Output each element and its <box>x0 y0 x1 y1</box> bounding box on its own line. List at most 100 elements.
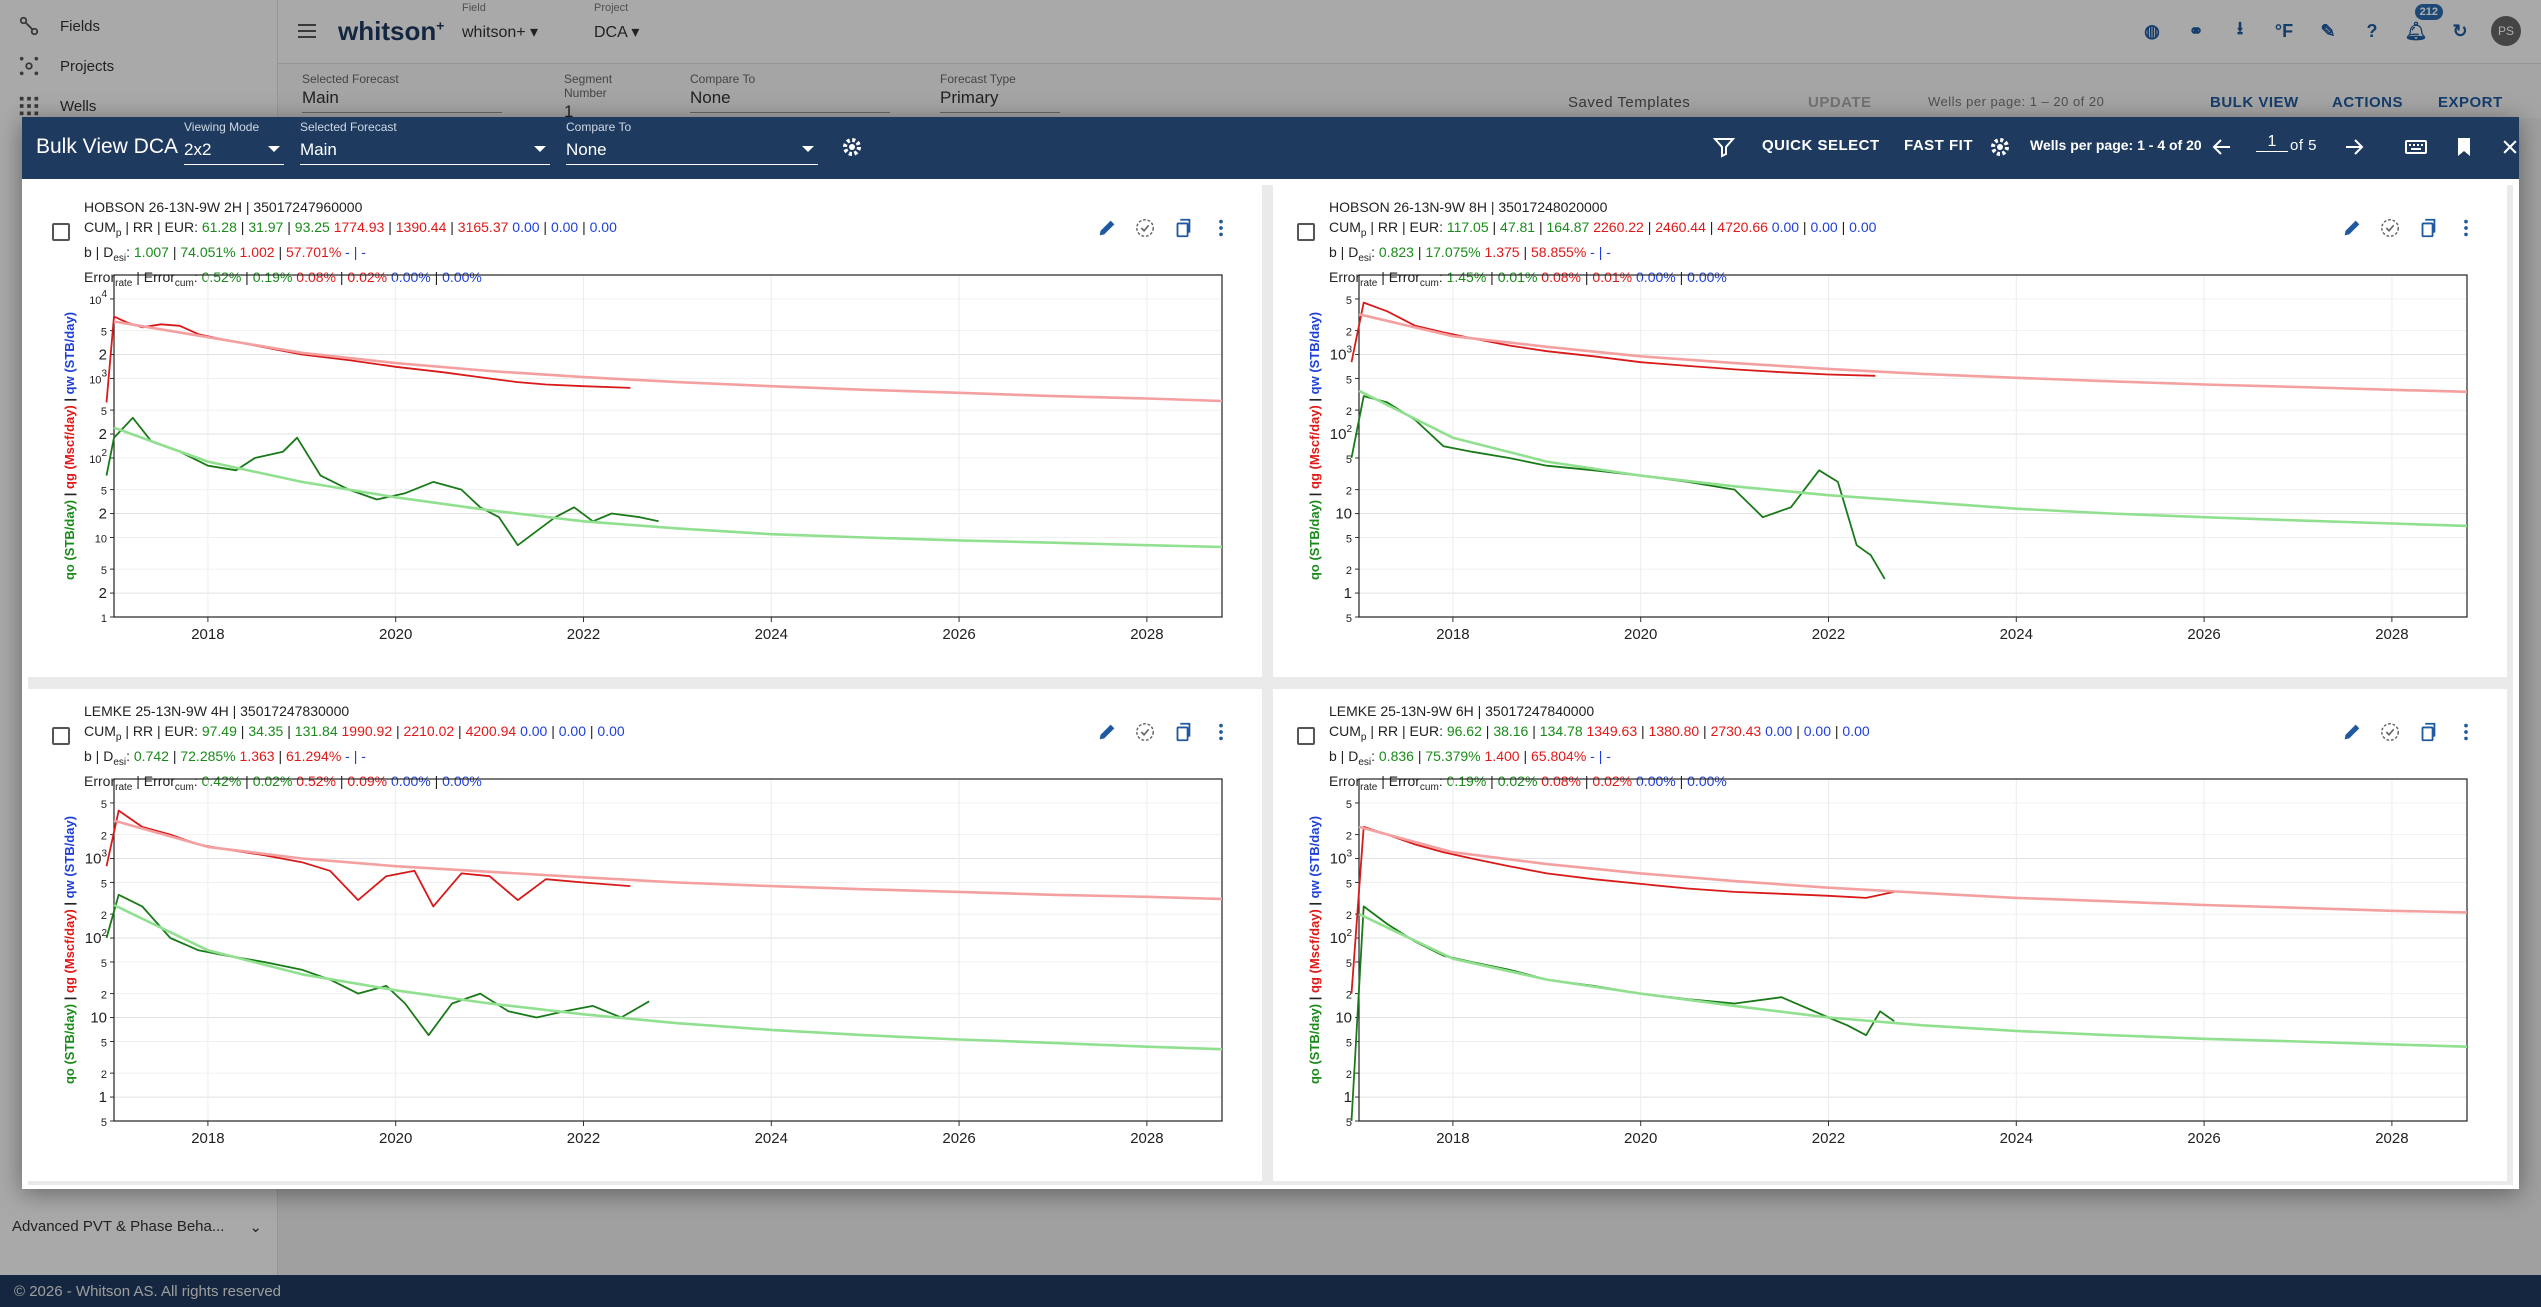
quick-select-button[interactable]: QUICK SELECT <box>1762 137 1880 154</box>
update-button[interactable]: UPDATE <box>1808 94 1872 111</box>
well-title: HOBSON 26-13N-9W 8H | 35017248020000 <box>1329 199 1608 215</box>
well-select-checkbox[interactable] <box>1297 223 1315 241</box>
approve-icon[interactable] <box>2379 721 2401 743</box>
edit-icon[interactable] <box>1096 721 1118 743</box>
modal-compare-to-select[interactable]: Compare To None <box>566 120 818 165</box>
globe-icon[interactable]: ◍ <box>2144 20 2160 41</box>
compare-to-select[interactable]: Compare To None <box>690 72 890 113</box>
copy-forecast-icon[interactable] <box>1172 217 1194 239</box>
x-tick-label: 2018 <box>191 626 224 643</box>
well-select-checkbox[interactable] <box>52 223 70 241</box>
download-icon[interactable]: ⭳ <box>2236 18 2244 38</box>
edit-icon[interactable] <box>2341 721 2363 743</box>
feedback-icon[interactable]: ✎ <box>2320 20 2336 41</box>
more-options-icon[interactable] <box>1210 721 1232 743</box>
bulk-view-button[interactable]: BULK VIEW <box>2210 94 2299 111</box>
modal-selected-forecast-select[interactable]: Selected Forecast Main <box>300 120 550 165</box>
forecast-line <box>113 903 1223 1051</box>
well-b-line: b | Desi: 0.823 | 17.075% 1.375 | 58.855… <box>1329 243 1611 264</box>
bookmark-icon[interactable] <box>2452 135 2476 159</box>
y-tick-label: 102 <box>1330 424 1353 443</box>
well-select-checkbox[interactable] <box>1297 727 1315 745</box>
y-tick-label: 2 <box>1346 406 1352 418</box>
more-options-icon[interactable] <box>2455 721 2477 743</box>
cum-oil: 96.62 <box>1446 722 1482 739</box>
dialog-header: Bulk View DCA Viewing Mode 2x2 Selected … <box>22 117 2519 179</box>
approve-icon[interactable] <box>2379 217 2401 239</box>
approve-icon[interactable] <box>1134 721 1156 743</box>
keyboard-icon[interactable] <box>2404 135 2428 159</box>
b-gas: 1.002 <box>239 243 275 260</box>
actions-button[interactable]: ACTIONS <box>2332 94 2403 111</box>
brand-logo[interactable]: whitson+ <box>338 16 445 46</box>
history-line <box>1350 826 1895 994</box>
sidebar-item-fields[interactable]: Fields <box>0 6 277 46</box>
x-tick-label: 2022 <box>567 1130 600 1147</box>
field-select[interactable]: Field whitson+ ▾ <box>462 2 539 41</box>
x-tick-label: 2024 <box>2000 626 2033 643</box>
x-tick-label: 2022 <box>1812 1130 1845 1147</box>
gear-icon[interactable] <box>840 135 864 159</box>
filter-icon[interactable] <box>1712 135 1736 159</box>
fields-icon <box>19 16 39 36</box>
menu-icon[interactable] <box>296 20 318 42</box>
approve-icon[interactable] <box>1134 217 1156 239</box>
rr-oil: 34.35 <box>248 722 284 739</box>
project-select[interactable]: Project DCA ▾ <box>594 2 640 41</box>
more-options-icon[interactable] <box>1210 217 1232 239</box>
x-tick-label: 2020 <box>379 626 412 643</box>
y-tick-label: 5 <box>1346 1037 1352 1049</box>
sidebar-item-label: Fields <box>60 17 101 35</box>
copy-forecast-icon[interactable] <box>2417 721 2439 743</box>
y-tick-label: 10 <box>1335 506 1352 523</box>
more-options-icon[interactable] <box>2455 217 2477 239</box>
y-tick-label: 103 <box>1330 345 1353 364</box>
y-tick-label: 2 <box>101 831 107 843</box>
y-tick-label: 5 <box>101 406 107 418</box>
err-cum-gas: 0.02% <box>1592 773 1633 790</box>
sidebar-item-wells[interactable]: Wells <box>0 86 277 126</box>
refresh-icon[interactable]: ↻ <box>2452 20 2468 41</box>
avatar[interactable]: PS <box>2491 16 2521 46</box>
viewing-mode-select[interactable]: Viewing Mode 2x2 <box>184 120 284 165</box>
y-axis-title: qo (STB/day) | qg (Mscf/day) | qw (STB/d… <box>1307 816 1322 1084</box>
units-icon[interactable]: °F <box>2274 20 2294 41</box>
help-icon[interactable]: ? <box>2366 20 2378 41</box>
page-input[interactable]: 1 <box>2256 133 2288 152</box>
page-total: of 5 <box>2290 137 2318 154</box>
fast-fit-settings-icon[interactable] <box>1988 135 2012 159</box>
copy-forecast-icon[interactable] <box>2417 217 2439 239</box>
close-icon[interactable] <box>2500 135 2520 159</box>
y-tick-label: 2 <box>1346 327 1352 339</box>
y-tick-label: 103 <box>89 368 107 386</box>
bell-icon[interactable]: 🔔︎ 212 <box>2403 4 2443 44</box>
edit-icon[interactable] <box>1096 217 1118 239</box>
well-b-line: b | Desi: 0.836 | 75.379% 1.400 | 65.804… <box>1329 747 1611 768</box>
sidebar-item-projects[interactable]: Projects <box>0 46 277 86</box>
forecast-line <box>1358 825 2468 914</box>
sidebar-item-advanced-pvt[interactable]: Advanced PVT & Phase Beha... ⌄ <box>12 1218 262 1236</box>
forecast-type-select[interactable]: Forecast Type Primary <box>940 72 1060 113</box>
y-tick-label: 1 <box>1344 1089 1352 1106</box>
edit-icon[interactable] <box>2341 217 2363 239</box>
well-b-line: b | Desi: 1.007 | 74.051% 1.002 | 57.701… <box>84 243 366 264</box>
copy-forecast-icon[interactable] <box>1172 721 1194 743</box>
err-rate-gas: 0.08% <box>1541 773 1581 790</box>
b-oil: 0.836 <box>1378 747 1414 764</box>
y-tick-label: 1 <box>99 1089 107 1106</box>
saved-templates[interactable]: Saved Templates <box>1568 94 1691 111</box>
arrow-left-icon[interactable] <box>2210 135 2234 159</box>
link-icon[interactable]: ⚭ <box>2188 20 2204 41</box>
well-select-checkbox[interactable] <box>52 727 70 745</box>
eur-water: 0.00 <box>597 722 625 739</box>
export-button[interactable]: EXPORT <box>2438 94 2503 111</box>
arrow-right-icon[interactable] <box>2342 135 2366 159</box>
wells-icon <box>19 96 39 116</box>
rr-gas: 2210.02 <box>403 722 455 739</box>
fast-fit-button[interactable]: FAST FIT <box>1904 137 1973 154</box>
selected-forecast-select[interactable]: Selected Forecast Main <box>302 72 502 113</box>
